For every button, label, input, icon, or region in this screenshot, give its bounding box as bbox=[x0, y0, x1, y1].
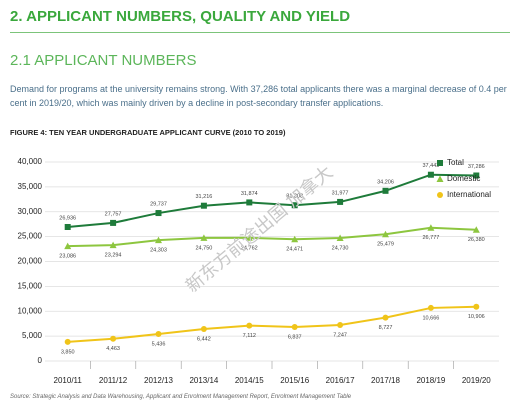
value-label: 31,977 bbox=[332, 190, 349, 196]
value-label: 7,112 bbox=[243, 333, 256, 339]
marker bbox=[155, 210, 162, 217]
marker bbox=[246, 322, 253, 329]
marker bbox=[245, 234, 253, 241]
y-tick-label: 10,000 bbox=[18, 306, 43, 315]
value-label: 24,471 bbox=[286, 247, 303, 253]
marker bbox=[291, 323, 298, 330]
chart: FIGURE 4: TEN YEAR UNDERGRADUATE APPLICA… bbox=[10, 128, 499, 385]
value-label: 10,666 bbox=[422, 315, 439, 321]
value-label: 6,837 bbox=[288, 334, 302, 340]
y-tick-label: 20,000 bbox=[18, 257, 43, 266]
marker bbox=[291, 235, 299, 243]
marker bbox=[64, 223, 71, 230]
marker bbox=[155, 330, 162, 337]
marker bbox=[427, 224, 435, 231]
value-label: 26,936 bbox=[59, 215, 76, 221]
marker bbox=[200, 202, 207, 209]
marker bbox=[109, 241, 117, 249]
x-tick-label: 2013/14 bbox=[189, 376, 218, 385]
paragraph: Demand for programs at the university re… bbox=[10, 84, 507, 108]
marker bbox=[382, 230, 389, 238]
value-label: 31,874 bbox=[241, 191, 258, 197]
value-label: 26,777 bbox=[422, 235, 439, 241]
chart-title: FIGURE 4: TEN YEAR UNDERGRADUATE APPLICA… bbox=[10, 128, 286, 137]
marker bbox=[427, 304, 434, 311]
x-tick-label: 2016/17 bbox=[326, 376, 355, 385]
series-line bbox=[67, 226, 477, 248]
value-label: 24,303 bbox=[150, 248, 167, 254]
x-tick-label: 2010/11 bbox=[54, 376, 83, 385]
marker bbox=[473, 172, 480, 179]
y-tick-label: 40,000 bbox=[18, 157, 43, 166]
marker bbox=[437, 192, 443, 198]
value-label: 3,850 bbox=[61, 349, 75, 355]
value-label: 24,762 bbox=[241, 245, 258, 251]
marker bbox=[64, 242, 72, 250]
watermark: 新东方前途出国 加拿大 bbox=[181, 161, 336, 296]
marker bbox=[110, 335, 117, 342]
x-tick-label: 2018/19 bbox=[416, 376, 445, 385]
y-tick-label: 5,000 bbox=[22, 331, 43, 340]
value-label: 27,757 bbox=[105, 211, 122, 217]
value-label: 24,730 bbox=[332, 245, 349, 251]
y-tick-label: 25,000 bbox=[18, 232, 43, 241]
x-tick-label: 2011/12 bbox=[99, 376, 128, 385]
x-tick-label: 2017/18 bbox=[371, 376, 400, 385]
value-label: 31,308 bbox=[286, 194, 303, 200]
marker bbox=[200, 234, 208, 241]
value-label: 4,463 bbox=[106, 346, 120, 352]
legend-label: Domestic bbox=[447, 174, 480, 183]
x-tick-label: 2019/20 bbox=[462, 376, 491, 385]
marker bbox=[291, 202, 298, 209]
x-tick-label: 2014/15 bbox=[235, 376, 264, 385]
marker bbox=[427, 171, 434, 178]
value-label: 29,737 bbox=[150, 202, 167, 208]
marker bbox=[337, 321, 344, 328]
marker bbox=[337, 198, 344, 205]
marker bbox=[382, 314, 389, 321]
value-label: 26,380 bbox=[468, 237, 485, 243]
marker bbox=[472, 226, 480, 233]
marker bbox=[473, 303, 480, 310]
marker bbox=[110, 219, 117, 226]
rule bbox=[10, 32, 510, 33]
marker bbox=[246, 199, 253, 206]
x-tick-label: 2012/13 bbox=[144, 376, 173, 385]
marker bbox=[436, 175, 444, 182]
value-label: 31,216 bbox=[195, 194, 212, 200]
marker bbox=[336, 234, 344, 241]
y-tick-label: 15,000 bbox=[18, 281, 43, 290]
value-label: 5,436 bbox=[152, 341, 166, 347]
subsection-title: 2.1 APPLICANT NUMBERS bbox=[10, 52, 197, 69]
y-tick-label: 30,000 bbox=[18, 207, 43, 216]
value-label: 8,727 bbox=[379, 325, 393, 331]
value-label: 23,294 bbox=[105, 253, 122, 259]
value-label: 25,479 bbox=[377, 242, 394, 248]
value-label: 6,442 bbox=[197, 336, 211, 342]
value-label: 23,086 bbox=[59, 254, 76, 260]
value-label: 37,286 bbox=[468, 164, 485, 170]
y-tick-label: 35,000 bbox=[18, 182, 43, 191]
source: Source: Strategic Analysis and Data Ware… bbox=[10, 394, 352, 400]
value-label: 10,906 bbox=[468, 314, 485, 320]
marker bbox=[64, 338, 71, 345]
section-title: 2. APPLICANT NUMBERS, QUALITY AND YIELD bbox=[10, 8, 351, 25]
y-tick-label: 0 bbox=[38, 356, 43, 365]
marker bbox=[437, 160, 443, 166]
legend-label: International bbox=[447, 190, 491, 199]
value-label: 34,206 bbox=[377, 179, 394, 185]
value-label: 24,750 bbox=[195, 245, 212, 251]
series-line bbox=[67, 305, 477, 343]
value-label: 7,247 bbox=[333, 332, 347, 338]
marker bbox=[200, 325, 207, 332]
value-label: 37,443 bbox=[422, 163, 439, 169]
legend-label: Total bbox=[447, 158, 464, 167]
series-line bbox=[67, 173, 477, 228]
marker bbox=[155, 236, 162, 244]
x-tick-label: 2015/16 bbox=[280, 376, 309, 385]
marker bbox=[382, 187, 389, 194]
